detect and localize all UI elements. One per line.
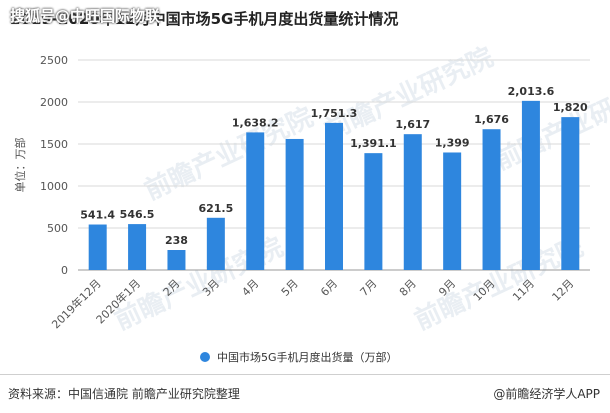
- bar: [561, 117, 580, 271]
- footer-divider: [0, 374, 610, 375]
- data-label: 546.5: [120, 208, 155, 221]
- y-tick-label: 0: [61, 264, 68, 277]
- credit-note: @前瞻经济学人APP: [493, 387, 600, 401]
- bar: [206, 217, 225, 270]
- x-tick-label: 7月: [358, 277, 380, 299]
- bar: [88, 224, 107, 270]
- data-label: 1,617: [395, 118, 430, 131]
- data-label: 2,013.6: [508, 85, 555, 98]
- bar: [246, 132, 265, 270]
- bar: [364, 153, 383, 270]
- y-tick-label: 1000: [40, 180, 68, 193]
- x-tick-label: 6月: [318, 277, 340, 299]
- bar: [443, 152, 462, 270]
- bar: [403, 134, 422, 270]
- data-label: 621.5: [198, 202, 233, 215]
- data-label: 1,820: [553, 101, 588, 114]
- x-tick-label: 12月: [550, 277, 577, 304]
- bar: [285, 138, 304, 270]
- legend-label: 中国市场5G手机月度出货量（万部）: [217, 350, 398, 364]
- chart-title: 2019-2020年12月中国市场5G手机月度出货量统计情况: [10, 10, 399, 28]
- y-tick-label: 500: [47, 222, 68, 235]
- data-label: 1,676: [474, 113, 509, 126]
- x-tick-label: 5月: [279, 277, 301, 299]
- y-axis-label: 单位：万部: [13, 138, 27, 193]
- bar: [482, 129, 501, 270]
- y-tick-label: 1500: [40, 138, 68, 151]
- x-tick-label: 2019年12月: [49, 276, 104, 331]
- source-note: 资料来源：中国信通院 前瞻产业研究院整理: [8, 387, 240, 401]
- data-label: 541.4: [80, 209, 115, 222]
- data-label: 1,399: [435, 136, 470, 149]
- data-label: 1,638.2: [232, 116, 279, 129]
- bar: [128, 224, 147, 270]
- data-label: 1,751.3: [311, 107, 358, 120]
- bar: [325, 122, 343, 270]
- data-label: 1,391.1: [350, 137, 397, 150]
- bar: [521, 100, 540, 270]
- bar: [167, 250, 186, 270]
- x-tick-label: 8月: [397, 277, 419, 299]
- data-label: 238: [165, 234, 188, 247]
- legend-marker: [200, 352, 210, 362]
- watermark-overlay-text: 搜狐号@中旺国际物联: [10, 7, 161, 25]
- y-tick-label: 2500: [40, 54, 68, 67]
- y-tick-label: 2000: [40, 96, 68, 109]
